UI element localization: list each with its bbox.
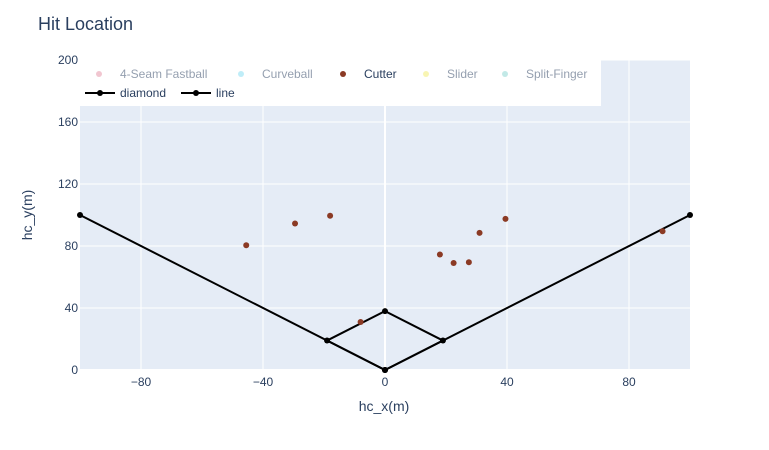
legend-label: Split-Finger (526, 67, 587, 81)
cutter-point[interactable] (292, 220, 299, 227)
legend-item-split-finger[interactable]: Split-Finger (502, 67, 587, 81)
legend-swatch (502, 71, 508, 77)
y-tick-label: 120 (58, 177, 78, 191)
y-axis-title: hc_y(m) (19, 190, 35, 241)
legend-item-diamond[interactable]: diamond (85, 86, 166, 100)
x-axis-ticks: −80 −40 0 40 80 (131, 375, 636, 389)
x-tick-label: 40 (500, 375, 514, 389)
y-tick-label: 0 (71, 363, 78, 377)
legend-swatch (340, 71, 346, 77)
legend-label: Curveball (262, 67, 313, 81)
legend-item-line[interactable]: line (181, 86, 235, 100)
cutter-point[interactable] (243, 242, 250, 249)
diamond-point[interactable] (382, 308, 388, 315)
line-point[interactable] (382, 367, 388, 373)
x-axis-title: hc_x(m) (359, 398, 410, 414)
legend-item-cutter[interactable]: Cutter (340, 67, 397, 81)
legend-swatch (423, 71, 429, 77)
legend-swatch (97, 90, 103, 96)
legend-label: diamond (120, 86, 166, 100)
cutter-point[interactable] (659, 228, 666, 235)
legend-swatch (96, 71, 102, 77)
line-point[interactable] (687, 212, 693, 218)
legend-label: Slider (447, 67, 478, 81)
cutter-point[interactable] (436, 251, 443, 258)
chart-title: Hit Location (38, 14, 133, 34)
line-point[interactable] (77, 212, 83, 218)
x-tick-label: −80 (131, 375, 152, 389)
legend-background (80, 60, 601, 106)
y-tick-label: 160 (58, 115, 78, 129)
x-tick-label: 80 (622, 375, 636, 389)
diamond-point[interactable] (324, 337, 331, 344)
legend-swatch (238, 71, 244, 77)
cutter-point[interactable] (450, 260, 457, 267)
diamond-point[interactable] (439, 337, 446, 344)
legend-label: 4-Seam Fastball (120, 67, 207, 81)
legend-label: Cutter (364, 67, 397, 81)
cutter-point[interactable] (502, 215, 509, 222)
legend-item-curveball[interactable]: Curveball (238, 67, 313, 81)
legend-label: line (216, 86, 235, 100)
x-tick-label: −40 (253, 375, 274, 389)
legend-item-slider[interactable]: Slider (423, 67, 478, 81)
legend-swatch (193, 90, 199, 96)
cutter-point[interactable] (465, 259, 472, 266)
legend: 4-Seam Fastball Curveball Cutter Slider Spli… (80, 60, 601, 106)
legend-item-4-seam-fastball[interactable]: 4-Seam Fastball (96, 67, 207, 81)
chart-traces (77, 212, 693, 373)
cutter-point[interactable] (476, 229, 483, 236)
cutter-point[interactable] (357, 318, 364, 325)
cutter-point[interactable] (327, 212, 334, 219)
y-axis-ticks: 0 40 80 120 160 200 (58, 53, 78, 377)
y-tick-label: 80 (65, 239, 79, 253)
line-line (80, 214, 690, 370)
y-tick-label: 40 (65, 301, 79, 315)
y-tick-label: 200 (58, 53, 78, 67)
x-tick-label: 0 (382, 375, 389, 389)
